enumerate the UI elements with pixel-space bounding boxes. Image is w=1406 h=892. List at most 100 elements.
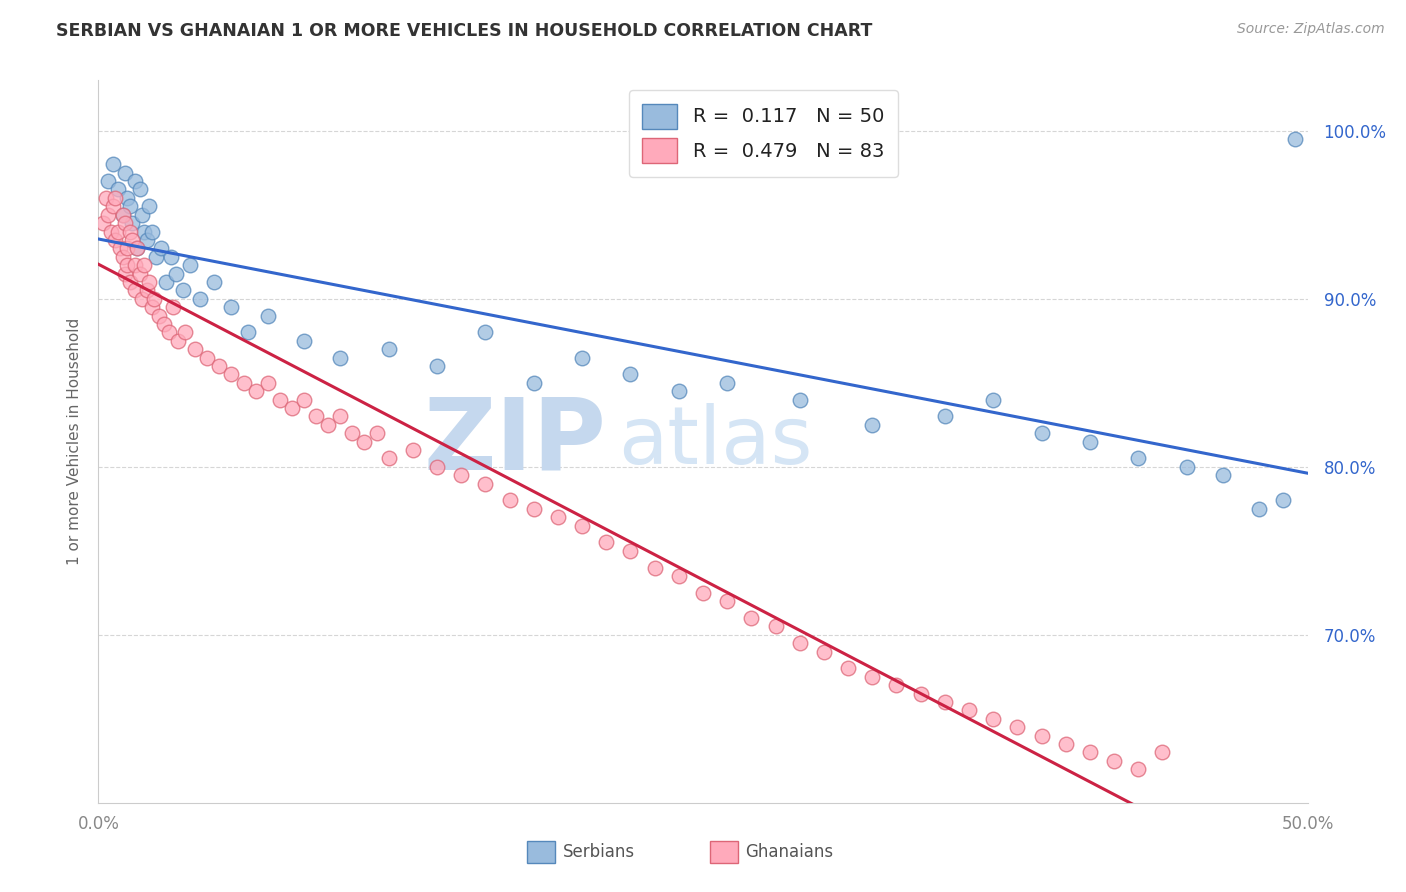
- Point: [128, 182, 150, 196]
- Point: [148, 309, 170, 323]
- Point: [97, 174, 120, 188]
- Point: [104, 191, 127, 205]
- Point: [117, 191, 139, 205]
- Point: [692, 586, 714, 600]
- Point: [523, 376, 546, 390]
- Point: [121, 216, 143, 230]
- Point: [124, 258, 146, 272]
- Point: [571, 518, 593, 533]
- Point: [221, 300, 243, 314]
- Point: [789, 636, 811, 650]
- Point: [256, 376, 278, 390]
- Point: [1007, 720, 1029, 734]
- Point: [595, 535, 617, 549]
- Point: [204, 275, 226, 289]
- Point: [165, 267, 187, 281]
- Point: [91, 216, 114, 230]
- Point: [813, 644, 835, 658]
- Point: [619, 543, 641, 558]
- Point: [150, 241, 173, 255]
- Point: [104, 233, 127, 247]
- Point: [128, 267, 150, 281]
- Point: [138, 199, 160, 213]
- Point: [145, 250, 167, 264]
- Point: [155, 275, 177, 289]
- Point: [981, 392, 1004, 407]
- Point: [1102, 754, 1125, 768]
- Point: [124, 283, 146, 297]
- Point: [860, 670, 883, 684]
- Point: [131, 208, 153, 222]
- Point: [886, 678, 908, 692]
- Point: [111, 208, 134, 222]
- Point: [107, 225, 129, 239]
- Point: [124, 174, 146, 188]
- Point: [167, 334, 190, 348]
- Point: [377, 451, 399, 466]
- Point: [111, 208, 134, 222]
- Point: [571, 351, 593, 365]
- Point: [208, 359, 231, 373]
- Point: [957, 703, 980, 717]
- Point: [1175, 459, 1198, 474]
- Point: [152, 317, 174, 331]
- Point: [716, 376, 738, 390]
- Point: [668, 384, 690, 398]
- Point: [342, 426, 364, 441]
- Point: [172, 283, 194, 297]
- Point: [377, 342, 399, 356]
- Point: [232, 376, 254, 390]
- Point: [245, 384, 267, 398]
- Point: [141, 300, 163, 314]
- Point: [269, 392, 291, 407]
- Point: [619, 368, 641, 382]
- Point: [1284, 132, 1306, 146]
- Point: [1152, 745, 1174, 759]
- Point: [329, 409, 352, 424]
- Point: [179, 258, 201, 272]
- Point: [402, 442, 425, 457]
- Point: [789, 392, 811, 407]
- Text: Ghanaians: Ghanaians: [745, 843, 834, 861]
- Point: [134, 258, 156, 272]
- Point: [281, 401, 304, 415]
- Y-axis label: 1 or more Vehicles in Household: 1 or more Vehicles in Household: [66, 318, 82, 566]
- Point: [668, 569, 690, 583]
- Point: [101, 199, 124, 213]
- Point: [426, 359, 449, 373]
- Point: [238, 326, 260, 340]
- Point: [716, 594, 738, 608]
- Point: [118, 225, 141, 239]
- Point: [1128, 451, 1150, 466]
- Text: Source: ZipAtlas.com: Source: ZipAtlas.com: [1237, 22, 1385, 37]
- Point: [292, 392, 315, 407]
- Point: [474, 476, 496, 491]
- Point: [127, 241, 149, 255]
- Point: [474, 326, 496, 340]
- Point: [157, 326, 180, 340]
- Legend: R =  0.117   N = 50, R =  0.479   N = 83: R = 0.117 N = 50, R = 0.479 N = 83: [628, 90, 898, 177]
- Point: [353, 434, 375, 449]
- Point: [765, 619, 787, 633]
- Point: [292, 334, 315, 348]
- Point: [981, 712, 1004, 726]
- Point: [94, 191, 117, 205]
- Point: [195, 351, 218, 365]
- Point: [101, 157, 124, 171]
- Point: [305, 409, 328, 424]
- Point: [114, 216, 136, 230]
- Point: [426, 459, 449, 474]
- Point: [117, 241, 139, 255]
- Point: [118, 199, 141, 213]
- Point: [329, 351, 352, 365]
- Point: [135, 233, 157, 247]
- Point: [221, 368, 243, 382]
- Point: [1249, 501, 1271, 516]
- Point: [316, 417, 339, 432]
- Point: [118, 275, 141, 289]
- Point: [188, 292, 211, 306]
- Point: [162, 300, 184, 314]
- Point: [1128, 762, 1150, 776]
- Point: [97, 208, 120, 222]
- Point: [1078, 434, 1101, 449]
